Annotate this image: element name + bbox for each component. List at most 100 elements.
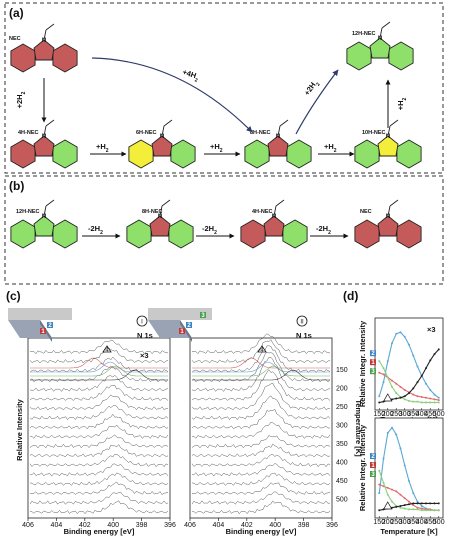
chart-2-point [395, 505, 398, 508]
chart-1-component-marker-label: 1 [371, 360, 375, 366]
chart-1-point [429, 397, 432, 400]
chart-2-point [382, 457, 385, 460]
arrow-nec-to-8h [91, 57, 253, 133]
marker-2-c1: 2 [48, 323, 52, 329]
chart-2-point [412, 492, 415, 495]
panel-d-label: (d) [343, 289, 358, 303]
chart-1-point [391, 379, 393, 382]
10h-nec-label: 10H-NEC [362, 130, 386, 136]
reaction-label-2h2: +2H2 [15, 91, 27, 108]
panel-c-label: (c) [6, 289, 21, 303]
4h-nec-label-b: 4H-NEC [252, 209, 273, 215]
temperature-tick-label: 450 [336, 478, 348, 485]
chart-2-marker-4 [383, 501, 393, 510]
panel-c-ylabel: Relative Intensity [15, 398, 24, 461]
chart-1-point [429, 359, 432, 362]
chart-1-xtick-label: 200 [382, 411, 394, 418]
chart-2-point [425, 502, 427, 505]
chart-1-component-marker [370, 359, 376, 366]
chart-1-xtick-label: 500 [433, 411, 445, 418]
chart-2-point [391, 488, 393, 491]
marker-1-c2: 1 [180, 329, 184, 335]
chart-1-point [416, 400, 419, 403]
marker-2-c2: 2 [187, 323, 191, 329]
surface-model-1 [8, 308, 72, 342]
panel-b-label: (b) [9, 179, 24, 193]
chart-2-point [412, 502, 415, 505]
spectra-2-xtick-label: 398 [298, 522, 310, 529]
chart-2-point [420, 502, 423, 505]
chart-1-point [391, 385, 393, 388]
chart-2-component-marker [370, 462, 376, 468]
chart-2-point [395, 433, 398, 436]
chart-2-point [386, 431, 389, 434]
reaction-label-b3: -2H2 [316, 224, 331, 236]
molecule-4h-nec-b: N [240, 199, 308, 249]
chart-2-component-marker-label: 3 [371, 472, 375, 478]
temperature-tick-label: 150 [336, 367, 348, 374]
times3-label-c: ×3 [140, 351, 149, 360]
chart-2-xtick-label: 300 [399, 519, 411, 526]
svg-text:N: N [386, 214, 390, 220]
n1s-label-1: N 1s [137, 331, 153, 340]
chart-2-point [403, 507, 406, 510]
chart-1-point [403, 398, 406, 401]
chart-2-point [399, 504, 402, 507]
reaction-label-b1: -2H2 [88, 224, 103, 236]
chart-1-point [416, 365, 419, 368]
chart-1-point [420, 395, 423, 398]
nec-label: NEC [9, 36, 21, 42]
chart-2-point [386, 493, 389, 496]
chart-1-point [382, 381, 385, 384]
marker-4-c2: 4 [260, 348, 264, 354]
spectra-2-xtick-label: 400 [269, 522, 281, 529]
chart-2-xtick-label: 450 [424, 519, 436, 526]
chart-1-point [386, 360, 389, 363]
chart-2-xtick-label: 400 [416, 519, 428, 526]
molecule-12h-nec-a: N [346, 21, 414, 71]
chart-2-point [416, 502, 419, 505]
chart-2-point [399, 493, 402, 496]
chart-1-marker-4 [383, 393, 393, 402]
spectra-2-xtick-label: 402 [241, 522, 253, 529]
chart-1-point [433, 401, 436, 404]
chart-2-point [437, 509, 440, 512]
n1s-label-2: N 1s [296, 331, 312, 340]
chart-2-point [416, 508, 419, 511]
chart-1-point [391, 342, 393, 345]
chart-2-point [429, 502, 432, 505]
chart-2-point [403, 504, 406, 507]
chart-2-point [386, 486, 389, 489]
panel-c-xlabel-1: Binding energy [eV] [64, 527, 135, 536]
spectra-2-xtick-label: 396 [326, 522, 338, 529]
chart-1-xtick-label: 150 [373, 411, 385, 418]
svg-text:N: N [158, 214, 162, 220]
chart-2-point [420, 504, 423, 507]
chart-1-point [412, 387, 415, 390]
chart-1-point [378, 371, 381, 374]
chart-2-point [378, 492, 381, 495]
marker-3-c2: 3 [201, 313, 205, 319]
chart-1-point [433, 393, 436, 396]
chart-1-xtick-label: 250 [390, 411, 402, 418]
roman-circle-1 [136, 315, 148, 327]
panel-c-xlabel-2: Binding energy [eV] [226, 527, 297, 536]
temperature-tick-label: 350 [336, 441, 348, 448]
chart-1-point [378, 360, 381, 363]
chart-2-point [416, 500, 419, 503]
chart-1-point [403, 395, 406, 398]
chart-2-ylabel: Relative Integr. Intensity [358, 424, 367, 511]
chart-1-point [408, 399, 410, 402]
molecule-nec: N [10, 23, 78, 73]
spectra-stack-1 [29, 339, 169, 515]
molecule-6h-nec: N [128, 119, 196, 169]
chart-1-point [403, 335, 406, 338]
chart-1-point [395, 382, 398, 385]
chart-1-point [425, 396, 427, 399]
spectra-1-xtick-label: 400 [107, 522, 119, 529]
chart-1-point [378, 401, 381, 404]
chart-1-xtick-label: 450 [424, 411, 436, 418]
chart-1-point [425, 382, 427, 385]
panel-c-temp-label: Temperature [K] [354, 399, 363, 457]
